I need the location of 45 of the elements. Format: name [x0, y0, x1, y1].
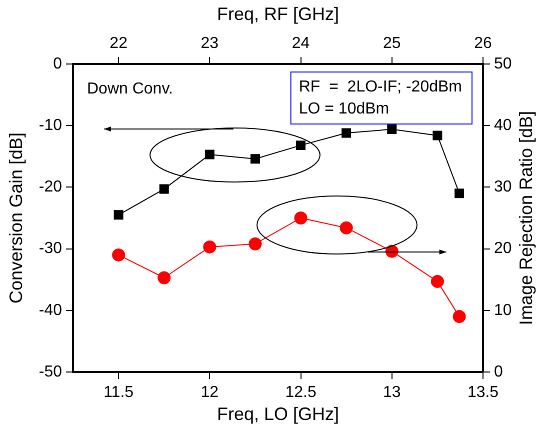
y2-tick-label: 30: [494, 178, 512, 196]
y2-tick-label: 40: [494, 117, 512, 134]
x2-tick-label: 24: [292, 34, 310, 52]
y-tick-label: -10: [38, 117, 62, 134]
x2-tick-label: 23: [200, 34, 219, 52]
annotation: RF = 2LO-IF; -20dBm LO = 10dBm: [298, 78, 462, 118]
y-tick-label: -20: [38, 178, 62, 196]
point: [250, 154, 260, 164]
point: [203, 240, 216, 254]
y-tick-label: -40: [38, 302, 62, 319]
x-tick-label: 12.5: [285, 384, 316, 402]
y-tick-label: 0: [53, 55, 62, 72]
annotation: Down Conv.: [87, 80, 173, 98]
point: [112, 248, 126, 262]
point: [452, 310, 466, 324]
point: [454, 188, 464, 198]
y-tick-label: -30: [38, 240, 62, 258]
y2-tick-label: 10: [494, 302, 512, 319]
x2-tick-label: 26: [474, 34, 492, 52]
x2-tick-label: 25: [382, 34, 401, 52]
y2-tick-label: 50: [494, 55, 512, 72]
point: [296, 140, 306, 150]
point: [294, 212, 308, 224]
point: [114, 210, 124, 220]
x-axis-title: Freq, LO [GHz]: [216, 404, 340, 424]
y2-axis-title: Image Rejection Ratio [dB]: [516, 110, 536, 326]
x-tick-label: 13.5: [467, 384, 499, 402]
point: [158, 271, 171, 284]
point: [159, 184, 169, 194]
point: [204, 150, 214, 160]
point: [430, 274, 444, 288]
x-tick-label: 12: [200, 384, 219, 402]
x2-axis-title: Freq, RF [GHz]: [216, 4, 340, 24]
point: [342, 128, 352, 138]
y2-tick-label: 20: [494, 240, 512, 258]
point: [340, 221, 353, 234]
point: [432, 130, 442, 140]
point: [387, 124, 397, 134]
y2-tick-label: 0: [494, 363, 503, 380]
y-tick-label: -50: [38, 363, 62, 380]
point: [248, 237, 262, 250]
y-axis-title: Conversion Gain [dB]: [6, 132, 26, 304]
x2-tick-label: 22: [110, 34, 128, 52]
x-tick-label: 11.5: [104, 384, 134, 402]
x-tick-label: 13: [382, 384, 401, 402]
